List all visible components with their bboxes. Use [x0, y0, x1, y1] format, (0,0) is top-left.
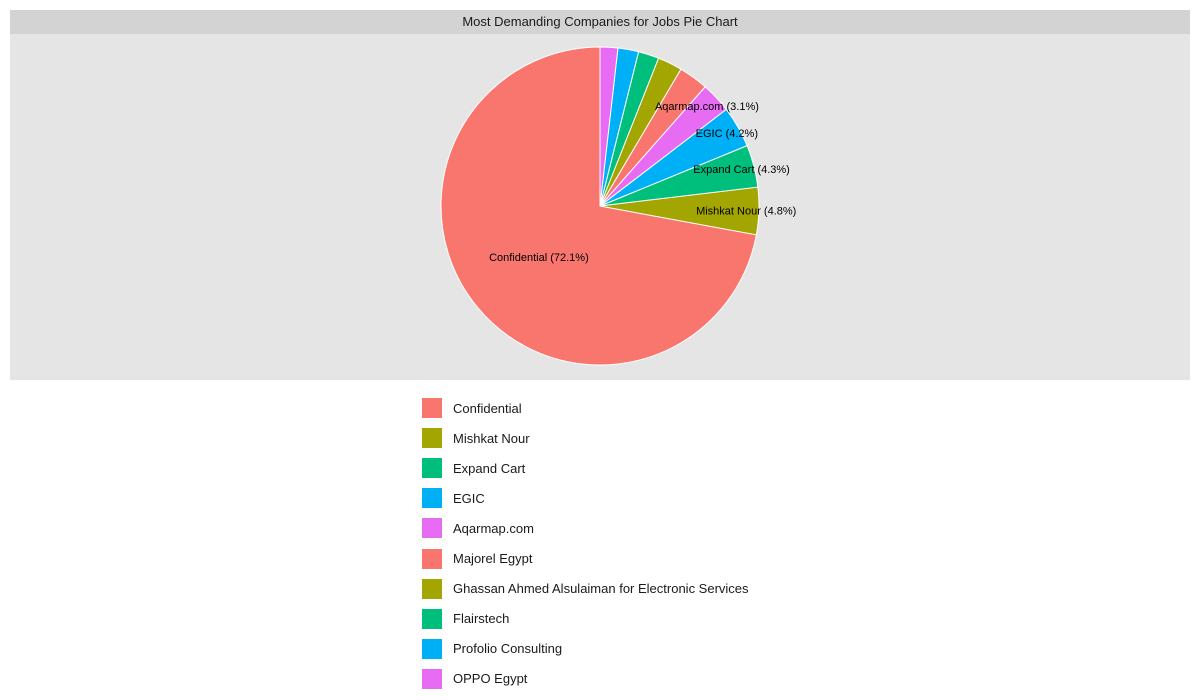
legend-swatch	[422, 548, 442, 569]
legend-item: Majorel Egypt	[422, 543, 749, 573]
legend-swatch	[422, 458, 442, 479]
legend-swatch	[422, 608, 442, 629]
legend-swatch	[422, 518, 442, 539]
legend-swatch	[422, 398, 442, 419]
legend-swatch	[422, 638, 442, 659]
legend: Confidential Mishkat Nour Expand Cart EGIC A…	[422, 393, 749, 694]
legend-item: Ghassan Ahmed Alsulaiman for Electronic …	[422, 574, 749, 604]
pie-slice-confidential	[440, 46, 757, 366]
legend-item: Confidential	[422, 393, 749, 423]
slice-label: EGIC (4.2%)	[696, 128, 758, 140]
pie-chart: Confidential (72.1%) Mishkat Nour (4.8%) E…	[440, 46, 796, 366]
legend-item: Expand Cart	[422, 453, 749, 483]
legend-label: Flairstech	[453, 611, 510, 627]
legend-label: Confidential	[453, 400, 522, 416]
legend-item: EGIC	[422, 483, 749, 513]
legend-label: Expand Cart	[453, 460, 526, 476]
legend-label: Ghassan Ahmed Alsulaiman for Electronic …	[453, 581, 749, 597]
legend-label: Aqarmap.com	[453, 520, 534, 536]
legend-label: Profolio Consulting	[453, 641, 563, 657]
legend-item: OPPO Egypt	[422, 664, 749, 694]
pie-slice-oppo-egypt	[599, 46, 619, 207]
slice-label: Confidential (72.1%)	[489, 252, 589, 264]
legend-item: Aqarmap.com	[422, 513, 749, 543]
legend-label: Mishkat Nour	[453, 430, 530, 446]
legend-item: Flairstech	[422, 604, 749, 634]
legend-swatch	[422, 668, 442, 689]
slice-label: Mishkat Nour (4.8%)	[696, 206, 796, 218]
slice-label: Expand Cart (4.3%)	[693, 164, 790, 176]
legend-item: Profolio Consulting	[422, 634, 749, 664]
legend-label: OPPO Egypt	[453, 671, 528, 687]
chart-panel: Most Demanding Companies for Jobs Pie Ch…	[10, 10, 1190, 380]
slice-label: Aqarmap.com (3.1%)	[655, 101, 759, 113]
legend-item: Mishkat Nour	[422, 423, 749, 453]
chart-title: Most Demanding Companies for Jobs Pie Ch…	[10, 10, 1190, 34]
legend-swatch	[422, 578, 442, 599]
legend-swatch	[422, 428, 442, 449]
legend-label: Majorel Egypt	[453, 551, 533, 567]
legend-swatch	[422, 488, 442, 509]
legend-label: EGIC	[453, 490, 485, 506]
